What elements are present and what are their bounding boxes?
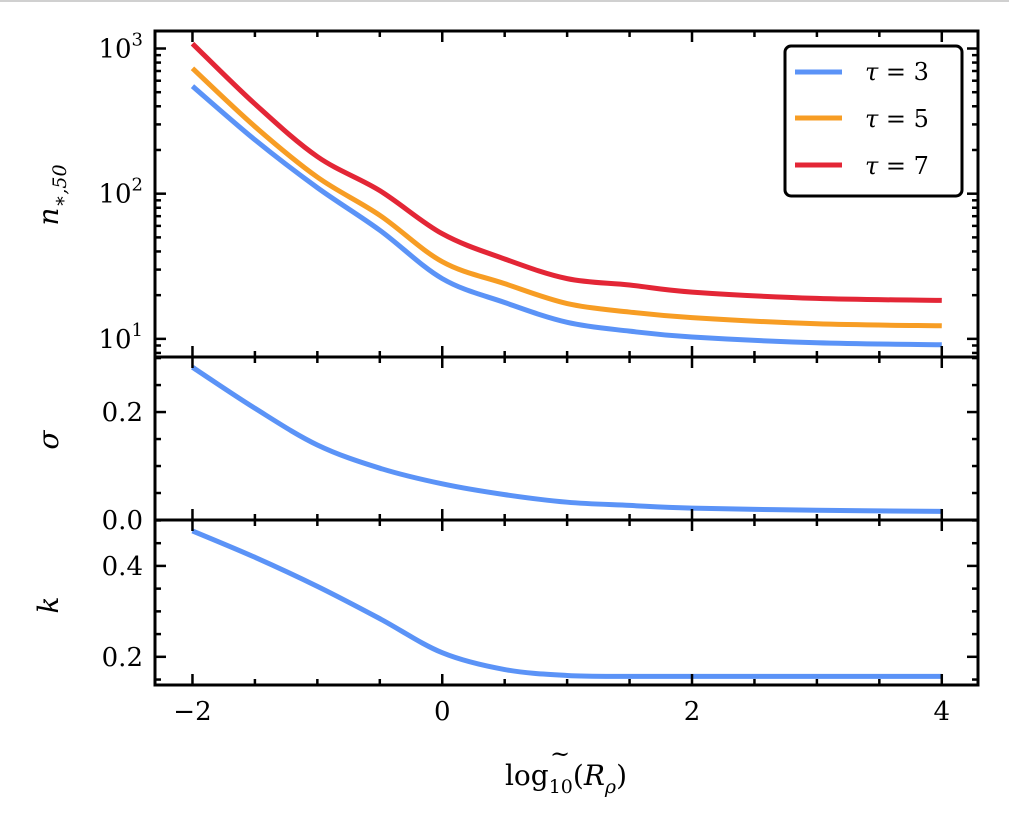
x-tick-label: 0 <box>434 697 451 727</box>
legend-entry-tau-3: τ = 3 <box>795 58 929 86</box>
legend-label: τ = 5 <box>865 105 929 133</box>
y-tick-label: 0.2 <box>102 643 143 673</box>
bottom-ylabel: k <box>32 597 65 614</box>
y-tick-label: 102 <box>98 175 143 210</box>
y-tick-label: 0.0 <box>102 506 143 536</box>
middle-panel-frame <box>153 355 980 522</box>
legend-entry-tau-5: τ = 5 <box>795 105 929 133</box>
x-tick-label: 4 <box>934 697 951 727</box>
middle-series-line <box>191 365 942 514</box>
legend-frame <box>783 44 964 198</box>
y-tick-label: 0.2 <box>102 398 143 428</box>
top-ylabel: n∗,50 <box>32 164 71 225</box>
legend-entry-tau-7: τ = 7 <box>795 152 929 180</box>
legend-label: τ = 7 <box>865 152 929 180</box>
y-tick-label: 101 <box>98 320 143 355</box>
xlabel: log10(Rρ) <box>505 759 627 798</box>
top-series-line <box>190 66 942 329</box>
xlabel-tilde: ~ <box>550 740 570 768</box>
legend: τ = 3 τ = 5 τ = 7 <box>783 44 964 198</box>
top-series-line <box>190 84 942 348</box>
legend-label: τ = 3 <box>865 58 929 86</box>
y-tick-label: 0.4 <box>102 552 143 582</box>
top-series-line <box>190 41 942 303</box>
x-tick-label: 2 <box>684 697 701 727</box>
bottom-panel-frame <box>153 518 980 687</box>
x-tick-label: −2 <box>173 697 211 727</box>
middle-ylabel: σ <box>32 430 65 450</box>
chart-marks: 101 102 103 0.0 0.2 0.2 0.4 −2 0 2 4 <box>98 29 980 727</box>
bottom-series-line <box>191 528 942 679</box>
y-tick-label: 103 <box>98 30 143 65</box>
